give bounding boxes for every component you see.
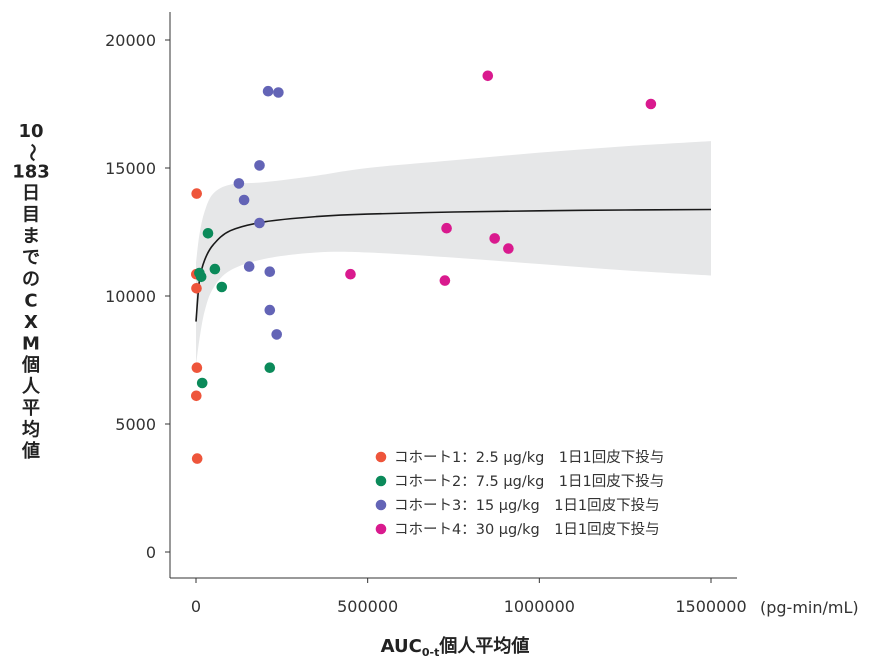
x-tick-label: 1000000 <box>504 597 575 616</box>
y-tick-label: 20000 <box>105 31 156 50</box>
data-point-cohort-3 <box>263 86 274 97</box>
data-point-cohort-2 <box>197 378 208 389</box>
legend-marker <box>376 452 387 463</box>
data-point-cohort-1 <box>191 188 202 199</box>
y-axis-title-char: 〜 <box>21 144 42 162</box>
data-point-cohort-3 <box>271 329 282 340</box>
y-ticks: 0 5000 10000 15000 20000 <box>105 31 170 562</box>
data-point-cohort-3 <box>239 195 250 206</box>
legend-marker <box>376 524 387 535</box>
y-tick-label: 5000 <box>115 415 156 434</box>
x-axis-title: AUC0-t個人平均値 <box>381 635 530 659</box>
data-point-cohort-3 <box>254 160 265 171</box>
y-axis-title-char: X <box>24 312 38 333</box>
y-axis-title-char: 均 <box>22 419 40 441</box>
data-point-cohort-1 <box>192 362 203 373</box>
y-axis-title-char: M <box>22 334 40 355</box>
legend-label: コホート3：15 µg/kg 1日1回皮下投与 <box>394 497 660 514</box>
legend-label: コホート1：2.5 µg/kg 1日1回皮下投与 <box>394 449 664 466</box>
legend-label: コホート2：7.5 µg/kg 1日1回皮下投与 <box>394 473 664 490</box>
y-axis-title-char: C <box>24 291 37 312</box>
x-axis-title-main: AUC <box>381 636 422 657</box>
y-tick-label: 0 <box>146 543 156 562</box>
data-point-cohort-3 <box>273 87 284 98</box>
data-point-cohort-2 <box>265 362 276 373</box>
data-point-cohort-1 <box>191 283 202 294</box>
y-axis-title-char: 人 <box>22 377 41 398</box>
data-point-cohort-2 <box>210 264 221 275</box>
data-point-cohort-2 <box>217 282 228 293</box>
legend-marker <box>376 476 387 487</box>
data-point-cohort-4 <box>345 269 356 280</box>
legend-label: コホート4：30 µg/kg 1日1回皮下投与 <box>394 521 660 538</box>
data-point-cohort-4 <box>441 223 452 234</box>
data-point-cohort-2 <box>196 272 207 283</box>
data-point-cohort-1 <box>191 391 202 402</box>
y-axis-title-char: で <box>22 248 40 269</box>
data-point-cohort-3 <box>254 218 265 229</box>
x-tick-label: 1500000 <box>675 597 746 616</box>
data-point-cohort-4 <box>440 275 451 286</box>
data-point-cohort-3 <box>265 266 276 277</box>
legend-marker <box>376 500 387 511</box>
y-axis-title-char: 値 <box>21 440 40 462</box>
y-axis-title-char: ま <box>22 226 40 247</box>
data-point-cohort-4 <box>483 71 494 82</box>
y-axis-title-char: 10 <box>18 121 43 142</box>
x-tick-label: 0 <box>191 597 201 616</box>
axes <box>170 12 737 578</box>
x-unit-label: (pg-min/mL) <box>760 598 859 617</box>
y-axis-title-char: 平 <box>22 398 40 419</box>
data-point-cohort-3 <box>265 305 276 316</box>
y-axis-title-char: 個 <box>21 355 40 376</box>
y-axis-title-char: 目 <box>22 205 40 226</box>
x-tick-label: 500000 <box>337 597 398 616</box>
data-point-cohort-3 <box>244 261 255 272</box>
y-tick-label: 15000 <box>105 159 156 178</box>
y-axis-title-char: 日 <box>22 183 40 204</box>
y-axis-title-char: の <box>22 269 40 290</box>
data-point-cohort-4 <box>503 243 514 254</box>
data-point-cohort-1 <box>192 453 203 464</box>
data-point-cohort-3 <box>234 178 245 189</box>
data-point-cohort-2 <box>203 228 214 239</box>
x-axis-title-subscript: 0-t <box>422 646 439 659</box>
x-ticks: 0 500000 1000000 1500000 <box>191 578 747 616</box>
data-point-cohort-4 <box>646 99 657 110</box>
x-axis-title-rest: 個人平均値 <box>438 635 529 657</box>
y-axis-title-char: 183 <box>12 162 50 183</box>
data-point-cohort-4 <box>489 233 500 244</box>
y-tick-label: 10000 <box>105 287 156 306</box>
